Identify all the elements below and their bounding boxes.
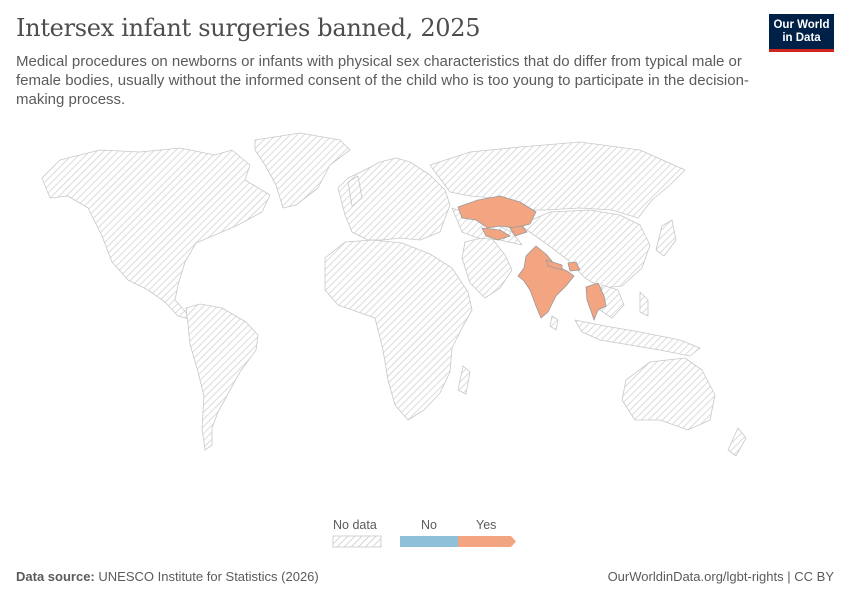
legend-no-data-label: No data (333, 518, 377, 532)
new-zealand[interactable] (727, 427, 747, 457)
footer-credit: OurWorldinData.org/lgbt-rights | CC BY (608, 569, 834, 584)
legend-no-data-swatch[interactable] (332, 535, 382, 548)
africa[interactable] (324, 239, 473, 421)
license-text[interactable]: CC BY (794, 569, 834, 584)
india[interactable] (517, 245, 575, 319)
legend-yes-swatch[interactable] (458, 536, 516, 547)
source-text: UNESCO Institute for Statistics (2026) (98, 569, 319, 584)
owid-logo[interactable]: Our World in Data (769, 14, 834, 52)
legend-yes-label: Yes (476, 518, 497, 532)
europe[interactable] (337, 157, 451, 241)
footer-separator: | (787, 569, 791, 584)
arabian-peninsula[interactable] (461, 235, 513, 299)
madagascar[interactable] (457, 365, 471, 395)
philippines[interactable] (639, 291, 649, 317)
chart-title: Intersex infant surgeries banned, 2025 (16, 14, 481, 42)
footer-link[interactable]: OurWorldinData.org/lgbt-rights (607, 569, 784, 584)
south-america[interactable] (185, 303, 259, 451)
legend-no-swatch[interactable] (400, 536, 458, 547)
chart-subtitle: Medical procedures on newborns or infant… (16, 53, 749, 108)
uk-ireland[interactable] (347, 175, 363, 207)
thailand[interactable] (585, 282, 607, 321)
nepal[interactable] (545, 259, 563, 271)
china-east-asia[interactable] (519, 209, 651, 289)
data-source: Data source: UNESCO Institute for Statis… (16, 569, 319, 584)
indonesia[interactable] (574, 319, 701, 357)
russia[interactable] (429, 141, 686, 219)
logo-line-2: in Data (782, 31, 821, 44)
north-america[interactable] (41, 147, 271, 321)
bhutan[interactable] (567, 261, 581, 272)
world-map[interactable] (0, 115, 850, 510)
legend-no-label: No (421, 518, 437, 532)
map-legend: No data No Yes (325, 516, 535, 556)
kyrgyzstan[interactable] (509, 225, 528, 237)
sri-lanka[interactable] (549, 315, 559, 331)
logo-line-1: Our World (773, 18, 830, 31)
legend-swatches (332, 535, 516, 548)
australia[interactable] (621, 357, 716, 431)
japan[interactable] (655, 219, 677, 257)
uzbekistan[interactable] (481, 227, 511, 241)
source-label: Data source: (16, 569, 95, 584)
greenland[interactable] (254, 132, 351, 209)
